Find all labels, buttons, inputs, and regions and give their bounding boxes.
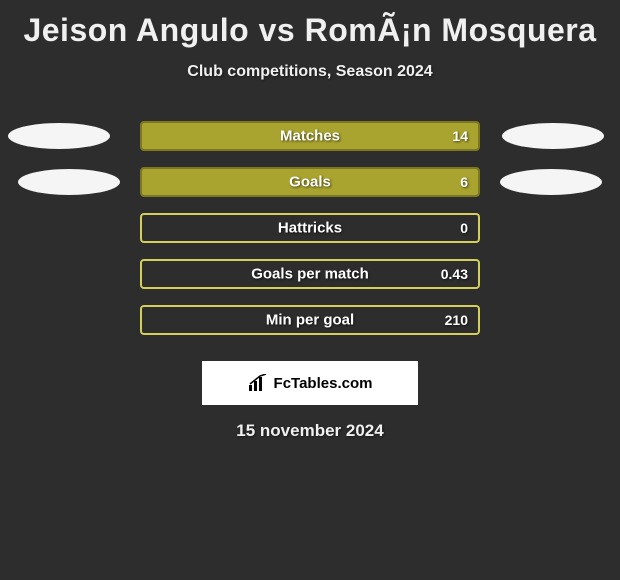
stat-value: 0.43: [441, 266, 468, 282]
date-text: 15 november 2024: [0, 421, 620, 441]
player-marker-left: [8, 123, 110, 149]
stat-row: Goals 6: [0, 159, 620, 205]
source-badge-text: FcTables.com: [274, 375, 373, 392]
stat-row: Goals per match 0.43: [0, 251, 620, 297]
stat-bar: Matches 14: [140, 121, 480, 151]
stat-row: Hattricks 0: [0, 205, 620, 251]
player-marker-left: [18, 169, 120, 195]
stat-bar: Goals per match 0.43: [140, 259, 480, 289]
stat-label: Goals per match: [251, 266, 369, 283]
stat-label: Matches: [280, 128, 340, 145]
bar-chart-icon: [248, 374, 268, 392]
stat-bar: Min per goal 210: [140, 305, 480, 335]
stat-bar: Goals 6: [140, 167, 480, 197]
stat-bar: Hattricks 0: [140, 213, 480, 243]
comparison-title: Jeison Angulo vs RomÃ¡n Mosquera: [0, 0, 620, 49]
stat-row: Matches 14: [0, 113, 620, 159]
subtitle: Club competitions, Season 2024: [0, 63, 620, 81]
stat-label: Hattricks: [278, 220, 342, 237]
stat-row: Min per goal 210: [0, 297, 620, 343]
stats-area: Matches 14 Goals 6 Hattricks 0 Goals per match…: [0, 113, 620, 343]
stat-value: 0: [460, 220, 468, 236]
stat-label: Goals: [289, 174, 331, 191]
stat-label: Min per goal: [266, 312, 354, 329]
player-marker-right: [502, 123, 604, 149]
stat-value: 210: [445, 312, 468, 328]
source-badge: FcTables.com: [202, 361, 418, 405]
stat-value: 14: [452, 128, 468, 144]
stat-value: 6: [460, 174, 468, 190]
player-marker-right: [500, 169, 602, 195]
